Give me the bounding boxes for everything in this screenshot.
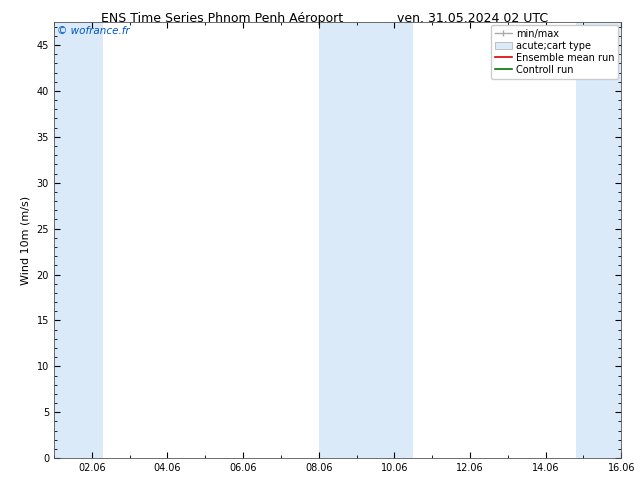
Text: © wofrance.fr: © wofrance.fr — [56, 26, 129, 36]
Bar — [319, 22, 413, 458]
Text: ven. 31.05.2024 02 UTC: ven. 31.05.2024 02 UTC — [397, 12, 548, 25]
Bar — [35, 22, 103, 458]
Text: ENS Time Series Phnom Penh Aéroport: ENS Time Series Phnom Penh Aéroport — [101, 12, 343, 25]
Y-axis label: Wind 10m (m/s): Wind 10m (m/s) — [21, 196, 31, 285]
Legend: min/max, acute;cart type, Ensemble mean run, Controll run: min/max, acute;cart type, Ensemble mean … — [491, 25, 618, 78]
Bar — [576, 22, 634, 458]
